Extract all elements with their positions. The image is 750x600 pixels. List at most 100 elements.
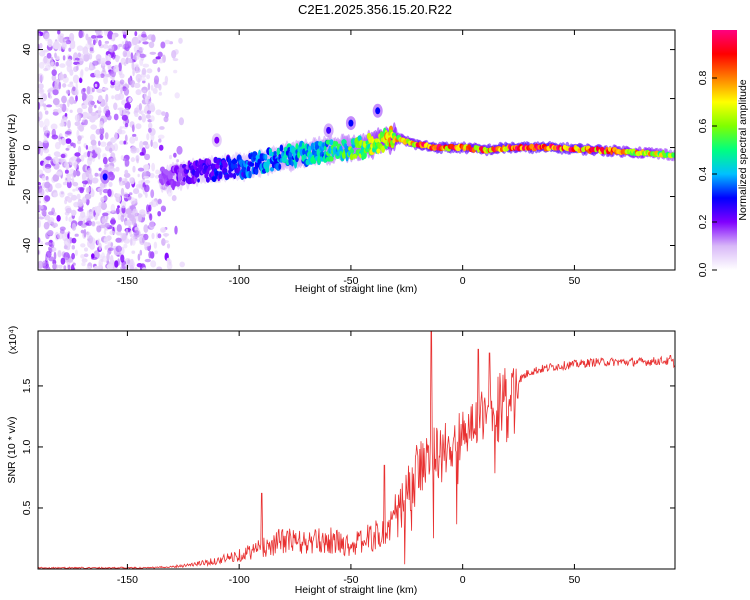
noise-speckle: [89, 66, 97, 70]
noise-speckle: [38, 213, 42, 218]
noise-speckle: [104, 245, 108, 250]
noise-speckle: [107, 44, 115, 53]
noise-speckle: [44, 195, 51, 202]
noise-speckle: [80, 254, 85, 259]
ridge-core: [329, 139, 334, 146]
noise-speckle: [150, 251, 155, 259]
noise-speckle: [78, 124, 85, 132]
noise-speckle: [130, 52, 134, 60]
noise-speckle: [80, 243, 86, 248]
noise-speckle: [129, 264, 134, 270]
noise-speckle: [130, 197, 136, 205]
noise-speckle: [77, 145, 82, 155]
noise-speckle: [133, 188, 140, 195]
spectrogram-marks: [38, 30, 675, 270]
noise-speckle: [78, 186, 85, 191]
ridge-core: [211, 176, 217, 182]
noise-speckle: [98, 140, 101, 146]
noise-speckle: [88, 105, 93, 114]
noise-speckle: [40, 240, 44, 248]
noise-speckle: [83, 253, 89, 258]
noise-speckle: [80, 224, 87, 228]
noise-speckle: [159, 126, 165, 130]
noise-speckle: [166, 243, 171, 249]
ridge-core: [231, 158, 238, 165]
noise-speckle: [163, 116, 169, 123]
noise-speckle: [110, 219, 116, 225]
noise-speckle: [144, 179, 151, 184]
noise-speckle: [53, 251, 57, 261]
noise-speckle: [141, 67, 147, 75]
noise-speckle: [102, 212, 109, 217]
noise-speckle: [129, 237, 133, 246]
noise-speckle: [91, 35, 97, 39]
ridge-core: [279, 144, 284, 152]
noise-speckle: [54, 151, 61, 157]
ridge-core: [164, 170, 170, 176]
noise-speckle: [41, 175, 47, 182]
noise-speckle: [121, 30, 128, 35]
colorbar: 0.0 0.2 0.4 0.6 0.8 Normalized spectral ampl…: [697, 30, 749, 277]
noise-speckle: [104, 40, 110, 44]
noise-speckle: [50, 123, 58, 130]
noise-speckle: [84, 247, 88, 252]
noise-speckle: [61, 138, 66, 146]
noise-speckle: [68, 47, 72, 52]
spectrogram-panel: -150 -100 -50 0 50 -40 -20 0 20 40 Height of str…: [6, 29, 676, 295]
noise-speckle: [141, 267, 147, 270]
noise-speckle: [38, 83, 44, 90]
noise-speckle: [77, 52, 81, 58]
noise-speckle: [42, 138, 49, 144]
noise-speckle: [154, 174, 160, 179]
noise-speckle: [135, 73, 142, 83]
noise-speckle: [89, 47, 94, 52]
noise-speckle: [116, 231, 122, 236]
noise-speckle: [85, 145, 89, 150]
noise-speckle: [47, 230, 54, 236]
noise-speckle: [47, 89, 53, 93]
noise-speckle: [157, 67, 161, 73]
ridge-core: [352, 153, 358, 159]
noise-speckle: [124, 159, 130, 167]
noise-speckle: [119, 126, 123, 130]
noise-speckle: [123, 192, 129, 199]
noise-speckle: [44, 181, 51, 189]
noise-speckle: [55, 182, 62, 189]
noise-speckle: [150, 84, 154, 91]
ridge-core: [249, 162, 255, 167]
noise-speckle: [151, 232, 155, 240]
y-tick-label: -20: [21, 189, 33, 204]
noise-speckle: [59, 226, 66, 231]
noise-speckle: [73, 66, 78, 73]
noise-speckle: [38, 32, 41, 41]
noise-speckle: [81, 104, 88, 109]
noise-speckle: [146, 110, 152, 115]
x-tick-label: -150: [117, 275, 138, 287]
noise-speckle: [66, 180, 72, 189]
noise-speckle: [113, 102, 118, 111]
noise-speckle: [103, 30, 109, 36]
noise-speckle: [90, 133, 96, 142]
noise-speckle: [120, 232, 127, 241]
noise-speckle: [109, 147, 113, 153]
ridge-core: [222, 161, 228, 169]
noise-speckle: [72, 267, 76, 270]
noise-speckle: [139, 140, 144, 150]
noise-speckle: [93, 265, 100, 270]
noise-speckle: [65, 89, 71, 95]
noise-speckle: [88, 100, 95, 108]
figure-title: C2E1.2025.356.15.20.R22: [298, 2, 452, 17]
noise-speckle: [86, 265, 91, 270]
noise-speckle: [65, 207, 72, 214]
spectrogram-y-label: Frequency (Hz): [6, 114, 18, 186]
noise-speckle: [74, 57, 81, 61]
noise-speckle: [81, 215, 89, 221]
ridge-core: [218, 171, 223, 180]
noise-speckle: [172, 58, 179, 62]
noise-speckle: [72, 86, 76, 92]
noise-speckle: [114, 80, 120, 87]
noise-speckle: [73, 170, 77, 178]
noise-speckle: [95, 147, 102, 155]
noise-speckle: [55, 61, 59, 67]
noise-speckle: [134, 136, 138, 142]
